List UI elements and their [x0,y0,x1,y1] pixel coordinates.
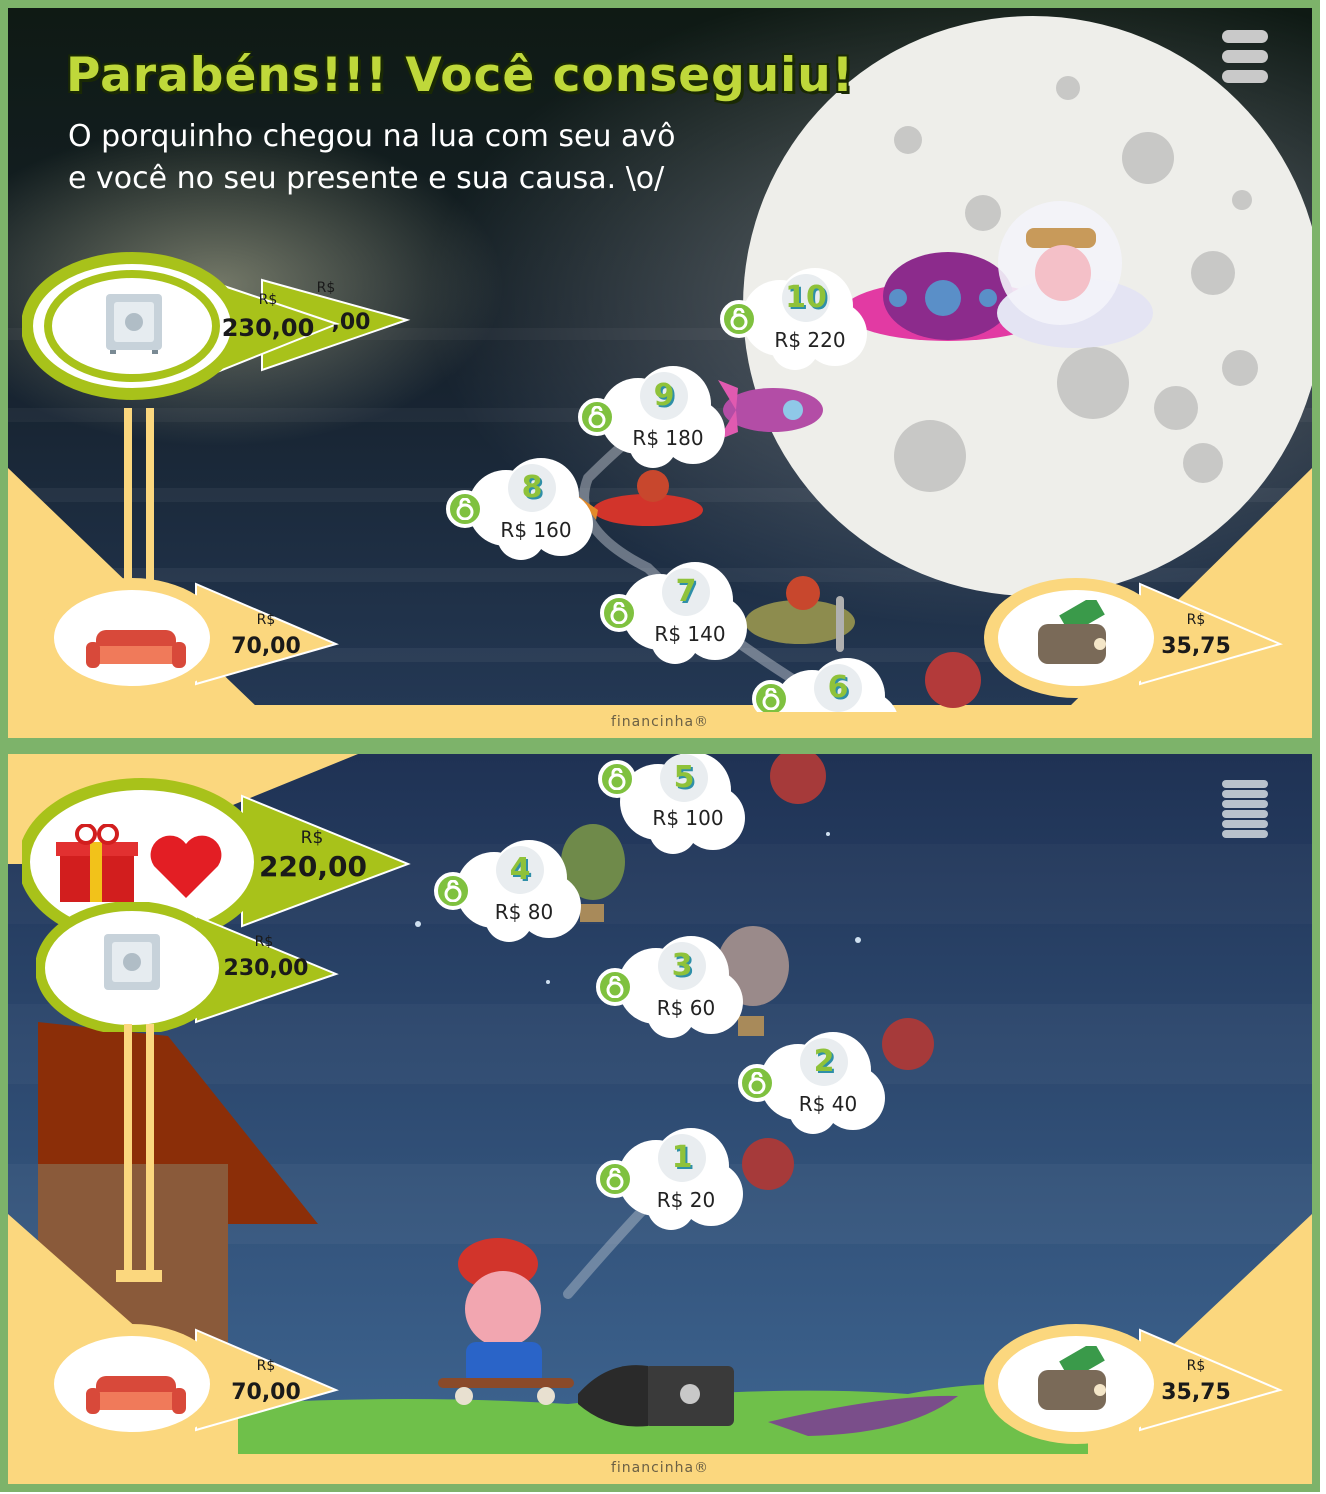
level-4[interactable]: 4 R$ 80 [434,838,584,942]
rope-right [146,408,154,598]
sofa-icon [86,1376,186,1414]
wallet-balance-hud[interactable]: R$ 35,75 [980,574,1300,704]
rope-left [124,1024,132,1276]
sofa-icon [86,630,186,668]
wallet-icon [1038,1346,1106,1410]
safe-amount: 230,00 [223,956,309,981]
level-5[interactable]: 5 R$ 100 [598,754,748,854]
safe-amount: 230,00 [221,314,315,342]
menu-icon [1222,780,1268,788]
rope-left [124,408,132,598]
brand-footer: financinha® [610,714,710,730]
level-7[interactable]: 7 R$ 140 [600,560,750,664]
green-plane [745,576,855,652]
gift-goal-amount: 220,00 [258,850,368,883]
rope-seat [116,1270,162,1282]
congrats-message: O porquinho chegou na lua com seu avô e … [68,116,828,200]
sofa-amount: 70,00 [231,634,301,659]
message-line-2: e você no seu presente e sua causa. \o/ [68,161,665,196]
safe-balance-hud[interactable]: R$ ,00 R$ 230,00 [22,240,422,410]
sofa-balance-hud[interactable]: R$ 70,00 [36,1320,356,1450]
level-6[interactable]: 6 [752,656,902,712]
menu-icon [1222,30,1268,43]
brand-footer: financinha® [610,1460,710,1476]
balloon [561,824,625,922]
lock-open-icon [446,490,484,528]
ufo [843,201,1153,348]
lock-open-icon [752,680,790,712]
lock-open-icon [598,760,636,798]
safe-icon [104,934,160,990]
menu-button[interactable] [1222,30,1268,83]
wallet-amount: 35,75 [1161,634,1231,659]
congrats-title: Parabéns!!! Você conseguiu! [66,48,855,103]
safe-icon [106,294,162,354]
wallet-amount: 35,75 [1161,1380,1231,1405]
wallet-icon [1038,600,1106,664]
lock-open-icon [738,1064,776,1102]
bottom-game-screen: R$ 220,00 R$ 230,00 R$ 70,00 [0,746,1320,1492]
level-1[interactable]: 1 R$ 20 [596,1126,746,1230]
gift-goal-hud[interactable]: R$ 220,00 [22,776,422,946]
level-10[interactable]: 10 R$ 220 [720,266,870,370]
menu-button[interactable] [1222,780,1268,838]
level-9[interactable]: 9 R$ 180 [578,364,728,468]
sofa-balance-hud[interactable]: R$ 70,00 [36,574,356,704]
heart-icon [150,835,222,898]
lock-open-icon [596,1160,634,1198]
rocket [718,380,823,440]
lock-open-icon [578,398,616,436]
message-line-1: O porquinho chegou na lua com seu avô [68,119,676,154]
lock-open-icon [720,300,758,338]
level-2[interactable]: 2 R$ 40 [738,1030,888,1134]
gift-icon [56,824,138,902]
lock-open-icon [434,872,472,910]
level-8[interactable]: 8 R$ 160 [446,456,596,560]
level-3[interactable]: 3 R$ 60 [596,934,746,1038]
top-game-screen: Parabéns!!! Você conseguiu! O porquinho … [0,0,1320,746]
rope-right [146,1024,154,1276]
wallet-balance-hud[interactable]: R$ 35,75 [980,1320,1300,1450]
sofa-amount: 70,00 [231,1380,301,1405]
lock-open-icon [596,968,634,1006]
safe-balance-hud[interactable]: R$ 230,00 [36,902,356,1032]
skateboard-pig [438,1238,574,1405]
treasure-chest [578,1365,734,1427]
lock-open-icon [600,594,638,632]
